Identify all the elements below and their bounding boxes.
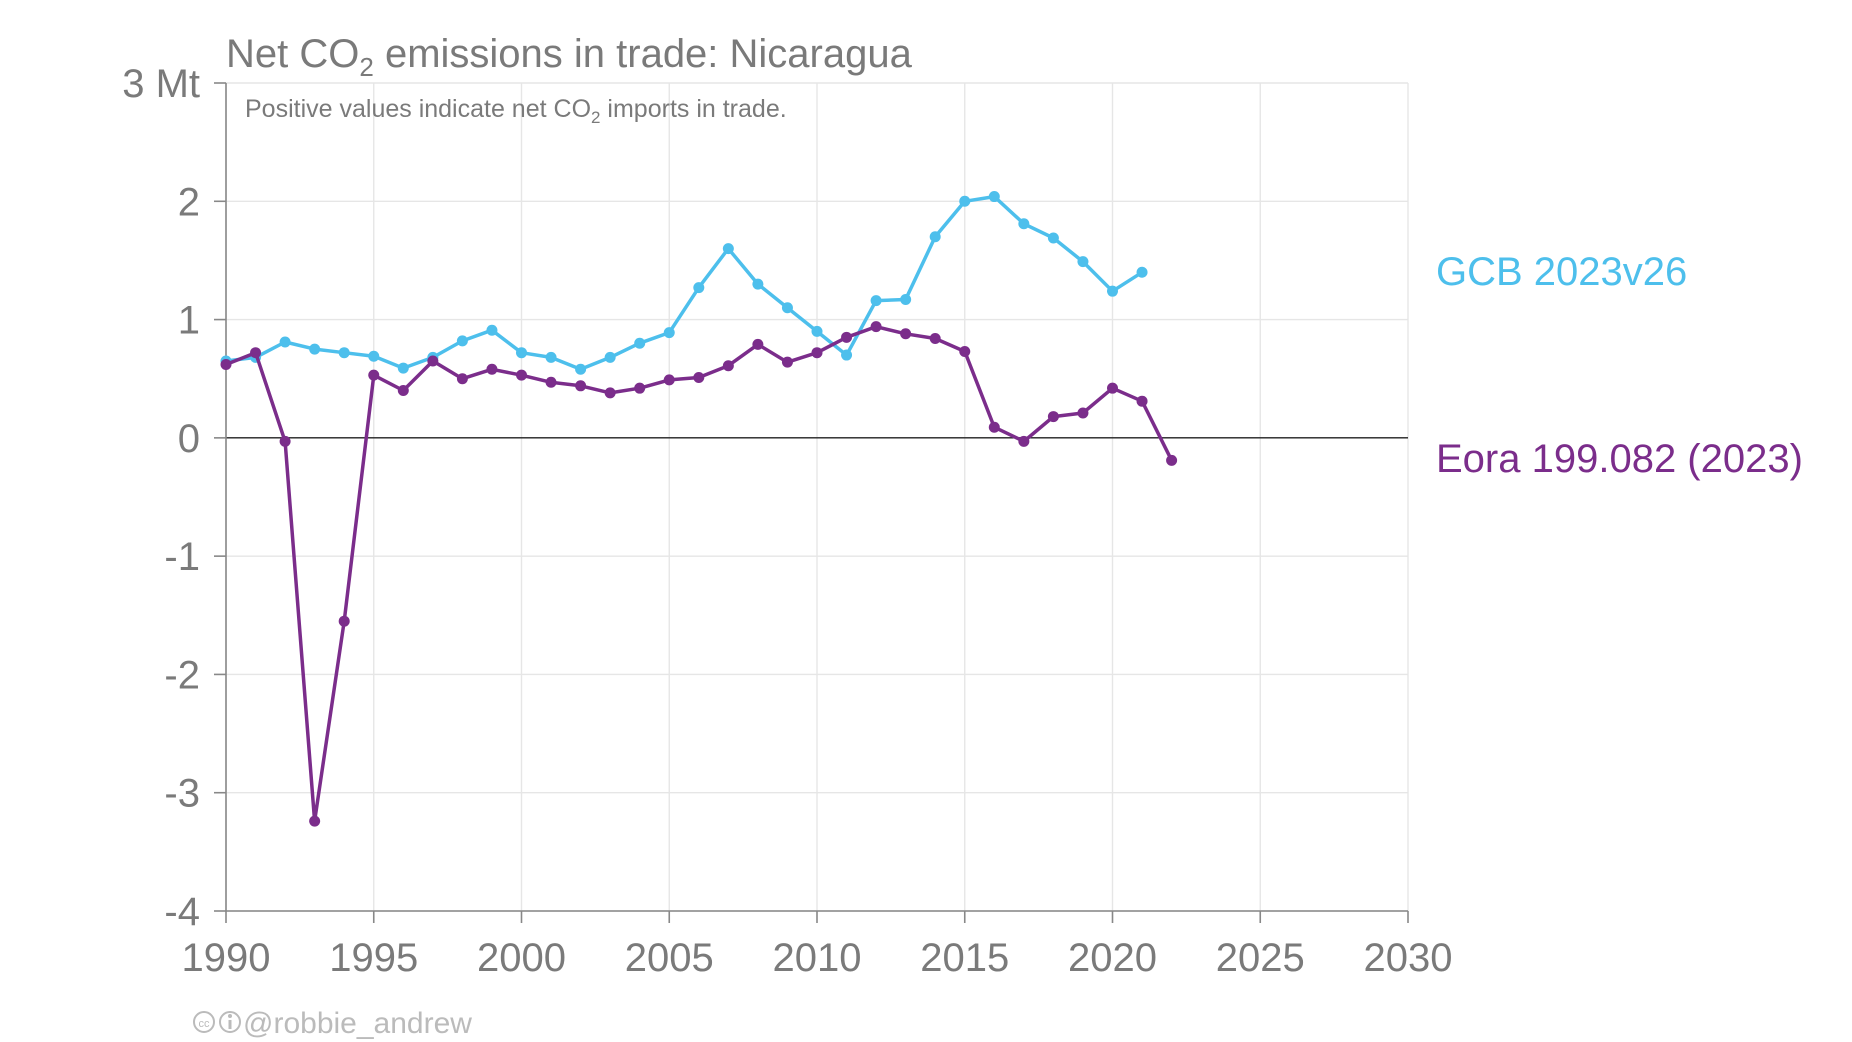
data-point-gcb: [604, 351, 616, 363]
credit-text: @robbie_andrew: [243, 1007, 472, 1040]
data-point-gcb: [988, 191, 1000, 203]
data-point-gcb: [693, 282, 705, 294]
data-point-gcb: [545, 351, 557, 363]
y-tick-label: 3 Mt: [122, 62, 200, 106]
credit: cc @robbie_andrew: [193, 1007, 472, 1040]
chart-title: Net CO2 emissions in trade: Nicaragua: [226, 32, 913, 82]
data-point-gcb: [1047, 232, 1059, 244]
x-tick-label: 2025: [1216, 936, 1305, 980]
grid: [225, 82, 1409, 912]
data-point-eora: [1047, 411, 1059, 423]
y-tick-label: -3: [164, 772, 200, 816]
x-tick-label: 2015: [920, 936, 1009, 980]
data-point-gcb: [722, 243, 734, 255]
data-point-eora: [781, 356, 793, 368]
y-tick-label: 0: [178, 417, 200, 461]
data-point-gcb: [516, 347, 527, 359]
data-point-gcb: [1018, 218, 1030, 230]
data-point-gcb: [1136, 266, 1148, 278]
series-label-gcb: GCB 2023v26: [1436, 250, 1687, 294]
data-point-eora: [1077, 407, 1089, 419]
x-tick-label: 2005: [625, 936, 714, 980]
x-tick-label: 2000: [477, 936, 566, 980]
y-tick-label: -4: [164, 890, 200, 934]
data-point-eora: [870, 321, 882, 333]
data-point-eora: [722, 360, 734, 372]
data-point-eora: [604, 387, 616, 399]
data-point-eora: [929, 332, 941, 344]
y-tick-label: 2: [178, 180, 200, 224]
x-tick-label: 1990: [182, 936, 271, 980]
data-point-gcb: [368, 350, 380, 362]
data-point-eora: [516, 369, 527, 381]
data-point-eora: [841, 331, 853, 343]
data-point-eora: [368, 369, 380, 381]
y-tick-label: -2: [164, 653, 200, 697]
data-point-gcb: [781, 302, 793, 314]
creative-commons-icon: cc: [193, 1011, 215, 1033]
data-point-eora: [575, 380, 587, 392]
data-point-gcb: [634, 337, 646, 349]
data-point-eora: [1018, 435, 1030, 447]
data-point-gcb: [397, 362, 409, 374]
series-line-gcb: [225, 194, 1144, 372]
data-point-gcb: [663, 327, 675, 339]
data-point-eora: [1166, 454, 1178, 466]
data-point-eora: [397, 385, 409, 397]
data-point-gcb: [279, 336, 291, 348]
series-gcb: [220, 191, 1148, 375]
series-eora: [220, 321, 1178, 827]
data-point-eora: [545, 376, 557, 388]
data-point-gcb: [1077, 256, 1089, 268]
data-point-eora: [811, 347, 823, 359]
series-label-eora: Eora 199.082 (2023): [1436, 437, 1803, 481]
data-point-eora: [427, 355, 439, 367]
data-point-gcb: [811, 325, 823, 337]
data-point-gcb: [456, 335, 468, 347]
x-tick-label: 2020: [1068, 936, 1157, 980]
x-tick-label: 2010: [773, 936, 862, 980]
data-point-eora: [634, 382, 646, 394]
y-tick-label: 1: [178, 299, 200, 343]
data-point-gcb: [959, 195, 971, 207]
data-point-eora: [752, 338, 764, 350]
data-point-gcb: [841, 349, 853, 361]
data-point-gcb: [870, 295, 882, 307]
data-point-gcb: [338, 347, 350, 359]
data-point-gcb: [575, 363, 587, 375]
chart-subtitle: Positive values indicate net CO2 imports…: [245, 95, 787, 127]
y-tick-label: -1: [164, 535, 200, 579]
series: [220, 191, 1178, 827]
data-point-gcb: [486, 324, 498, 336]
data-point-gcb: [1107, 285, 1118, 297]
data-point-eora: [309, 815, 321, 827]
data-point-gcb: [752, 278, 764, 290]
data-point-eora: [279, 435, 291, 447]
x-tick-label: 1995: [329, 936, 418, 980]
data-point-gcb: [900, 293, 912, 305]
svg-text:cc: cc: [199, 1018, 211, 1030]
data-point-eora: [959, 346, 971, 358]
data-point-eora: [900, 328, 912, 340]
data-point-eora: [250, 347, 262, 359]
data-point-eora: [456, 373, 468, 385]
data-point-eora: [663, 374, 675, 386]
data-point-gcb: [929, 231, 941, 243]
data-point-eora: [988, 421, 1000, 433]
data-point-eora: [486, 363, 498, 375]
data-point-eora: [1107, 382, 1118, 394]
data-point-gcb: [309, 343, 321, 355]
attribution-icon: [219, 1011, 241, 1033]
data-point-eora: [338, 615, 350, 627]
data-point-eora: [693, 372, 705, 384]
data-point-eora: [220, 359, 232, 371]
x-tick-label: 2030: [1364, 936, 1453, 980]
data-point-eora: [1136, 395, 1148, 407]
series-line-eora: [225, 324, 1174, 823]
